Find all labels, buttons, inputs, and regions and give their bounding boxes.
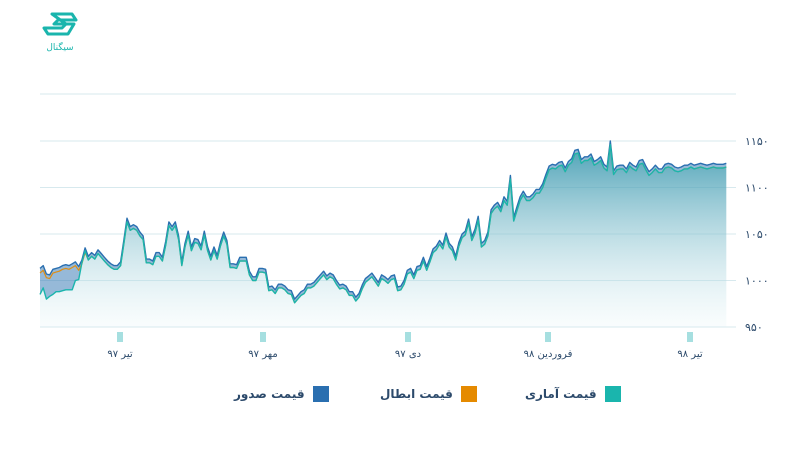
y-tick-label: ۱۰۰۰ <box>745 275 769 288</box>
x-tick-mark <box>687 332 693 342</box>
series-line-statistical <box>39 144 727 304</box>
x-tick-mark <box>117 332 123 342</box>
x-tick-label: مهر ۹۷ <box>248 349 277 360</box>
legend-swatch-issue <box>312 386 329 402</box>
y-tick-label: ۹۵۰ <box>745 321 763 334</box>
y-tick-label: ۱۱۰۰ <box>745 182 769 195</box>
legend-item-statistical[interactable]: قیمت آماری <box>525 386 621 402</box>
x-tick-mark <box>405 332 411 342</box>
legend: قیمت صدور قیمت ابطال قیمت آماری <box>0 386 800 408</box>
legend-label-statistical: قیمت آماری <box>525 387 597 401</box>
series-lines <box>39 140 727 304</box>
x-axis: تیر ۹۷ مهر ۹۷ دی ۹۷ فروردین ۹۸ تیر ۹۸ <box>40 326 736 360</box>
series-area-statistical <box>40 144 727 327</box>
y-axis: ۹۵۰ ۱۰۰۰ ۱۰۵۰ ۱۱۰۰ ۱۱۵۰ <box>745 135 769 334</box>
y-tick-label: ۱۰۵۰ <box>745 228 769 241</box>
x-tick-mark <box>545 332 551 342</box>
legend-swatch-redemption <box>460 386 477 402</box>
legend-label-issue: قیمت صدور <box>234 387 305 401</box>
y-tick-label: ۱۱۵۰ <box>745 135 769 148</box>
x-tick-label: فروردین ۹۸ <box>524 349 573 360</box>
x-tick-label: تیر ۹۸ <box>677 349 702 360</box>
logo-text: سیگنال <box>46 41 73 53</box>
price-chart: ۹۵۰ ۱۰۰۰ ۱۰۵۰ ۱۱۰۰ ۱۱۵۰ تیر ۹۷ مهر ۹۷ دی ۹۷ فرو… <box>39 93 769 360</box>
legend-item-redemption[interactable]: قیمت ابطال <box>380 386 477 402</box>
x-tick-mark <box>260 332 266 342</box>
logo-icon: سیگنال <box>42 12 78 53</box>
series-areas <box>40 141 727 327</box>
legend-swatch-statistical <box>604 386 621 402</box>
x-tick-label: دی ۹۷ <box>395 349 421 360</box>
x-tick-label: تیر ۹۷ <box>107 349 132 360</box>
legend-label-redemption: قیمت ابطال <box>380 387 453 401</box>
legend-item-issue[interactable]: قیمت صدور <box>234 386 329 402</box>
